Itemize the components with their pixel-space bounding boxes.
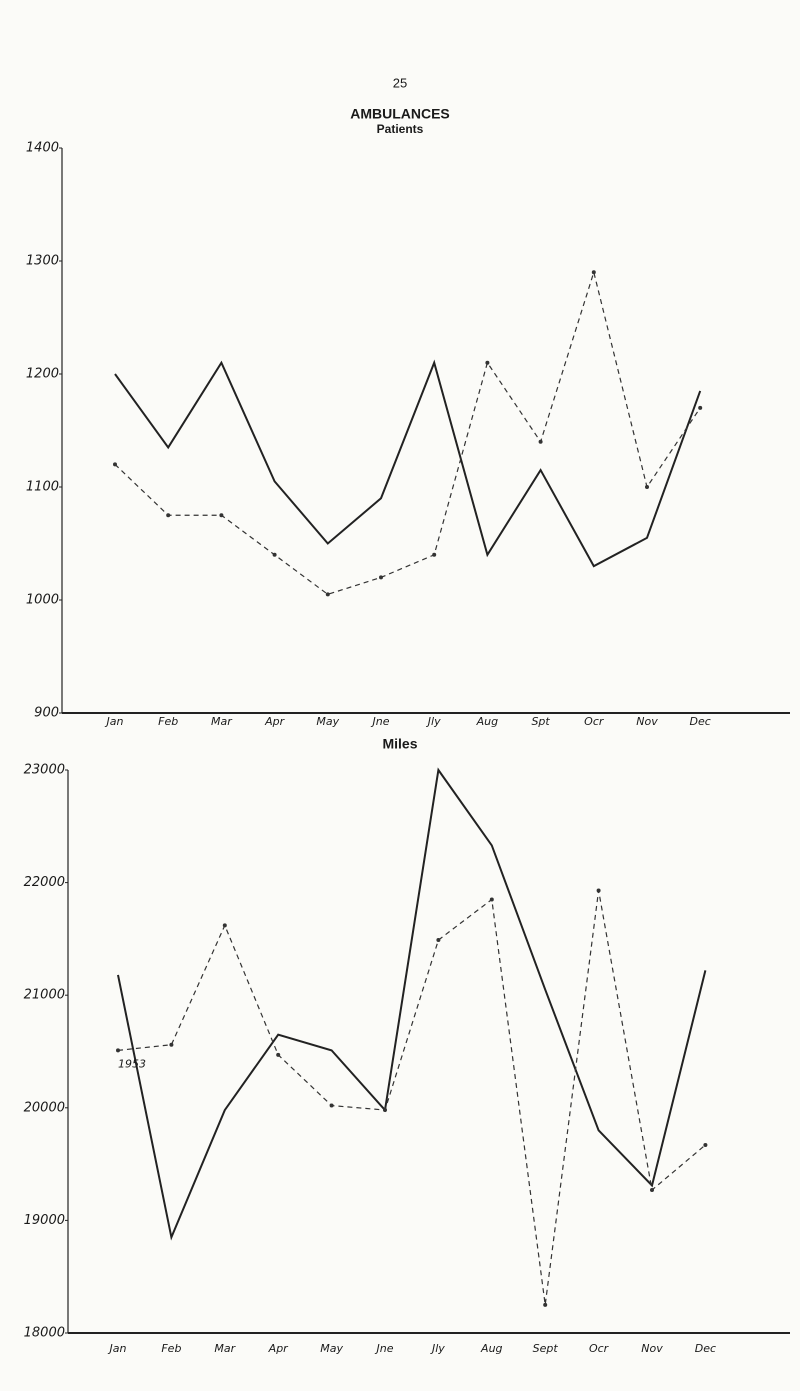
series-point bbox=[485, 360, 490, 365]
x-tick-label: Feb bbox=[158, 715, 178, 728]
y-tick-label: 19000 bbox=[24, 1213, 65, 1228]
series-point bbox=[169, 1042, 174, 1047]
series-point bbox=[543, 1302, 548, 1307]
series-point bbox=[489, 897, 494, 902]
x-tick-label: May bbox=[320, 1342, 343, 1355]
y-tick-label: 21000 bbox=[24, 988, 65, 1003]
y-tick-label: 22000 bbox=[24, 875, 65, 890]
y-tick-label: 1400 bbox=[26, 141, 59, 156]
y-tick-label: 900 bbox=[34, 706, 59, 721]
x-tick-label: Aug bbox=[476, 715, 498, 728]
x-tick-label: Spt bbox=[531, 715, 550, 728]
series-line bbox=[114, 270, 701, 596]
x-tick-label: Aug bbox=[480, 1342, 502, 1355]
x-tick-label: Jly bbox=[426, 715, 441, 728]
chart-title: Miles bbox=[382, 736, 417, 752]
series-point bbox=[703, 1142, 708, 1147]
x-tick-label: Jly bbox=[430, 1342, 445, 1355]
y-tick-label: 1100 bbox=[26, 480, 59, 495]
x-tick-label: Sept bbox=[533, 1342, 559, 1355]
y-tick-label: 1300 bbox=[26, 254, 59, 269]
y-tick-label: 20000 bbox=[24, 1100, 65, 1115]
y-tick-label: 1200 bbox=[26, 367, 59, 382]
series-point bbox=[325, 592, 330, 597]
page-number: 25 bbox=[393, 75, 407, 90]
x-tick-label: Apr bbox=[268, 1342, 290, 1355]
series-point bbox=[219, 513, 224, 518]
chart-subtitle: Patients bbox=[377, 122, 424, 136]
series-point bbox=[538, 439, 543, 444]
series-point bbox=[276, 1052, 281, 1057]
x-tick-label: Dec bbox=[690, 715, 711, 728]
series-point bbox=[591, 270, 596, 275]
y-tick-label: 18000 bbox=[24, 1326, 65, 1341]
x-tick-label: Ocr bbox=[589, 1342, 610, 1355]
y-tick-label: 23000 bbox=[24, 763, 65, 778]
annotation: 1953 bbox=[118, 1057, 146, 1070]
x-tick-label: Dec bbox=[695, 1342, 716, 1355]
series-point bbox=[698, 405, 703, 410]
series-line bbox=[117, 767, 707, 1241]
x-tick-label: Nov bbox=[636, 715, 658, 728]
series-point bbox=[596, 888, 601, 893]
x-tick-label: Apr bbox=[264, 715, 286, 728]
chart-title: AMBULANCES bbox=[350, 106, 450, 122]
x-tick-label: Feb bbox=[161, 1342, 181, 1355]
series-point bbox=[379, 575, 383, 580]
series-line bbox=[114, 359, 702, 568]
series-point bbox=[436, 938, 441, 943]
series-point bbox=[272, 552, 277, 557]
x-tick-label: Mar bbox=[211, 715, 233, 728]
series-point bbox=[432, 552, 437, 557]
x-tick-label: Jne bbox=[375, 1342, 394, 1355]
series-point bbox=[222, 923, 227, 928]
x-tick-label: Nov bbox=[641, 1342, 663, 1355]
series-point bbox=[166, 513, 171, 518]
x-tick-label: Jan bbox=[105, 715, 124, 728]
x-tick-label: Ocr bbox=[584, 715, 605, 728]
y-tick-label: 1000 bbox=[26, 593, 59, 608]
x-tick-label: Mar bbox=[214, 1342, 236, 1355]
x-tick-label: Jan bbox=[108, 1342, 127, 1355]
series-point bbox=[650, 1187, 654, 1192]
x-tick-label: May bbox=[316, 715, 339, 728]
x-tick-label: Jne bbox=[371, 715, 390, 728]
series-line bbox=[117, 890, 706, 1305]
series-point bbox=[329, 1103, 334, 1108]
series-point bbox=[645, 485, 649, 489]
series-point bbox=[383, 1108, 387, 1113]
series-point bbox=[113, 462, 117, 467]
series-point bbox=[116, 1048, 120, 1053]
